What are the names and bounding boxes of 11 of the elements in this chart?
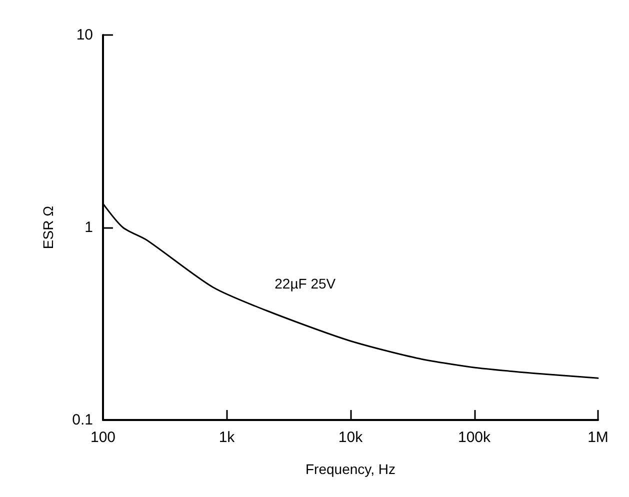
y-axis-title: ESR Ω [40, 206, 56, 250]
y-tick-label: 10 [76, 26, 93, 44]
x-axis-title: Frequency, Hz [306, 461, 396, 477]
x-tick-label: 1k [218, 429, 236, 446]
y-tick-label: 0.1 [72, 412, 93, 428]
x-tick-label: 100k [458, 429, 492, 446]
x-tick-label: 1M [588, 429, 608, 446]
x-tick-label: 10k [338, 429, 364, 446]
y-tick-label: 1 [84, 219, 93, 236]
series-label: 22µF 25V [274, 276, 336, 292]
x-tick-label: 100 [90, 429, 116, 446]
